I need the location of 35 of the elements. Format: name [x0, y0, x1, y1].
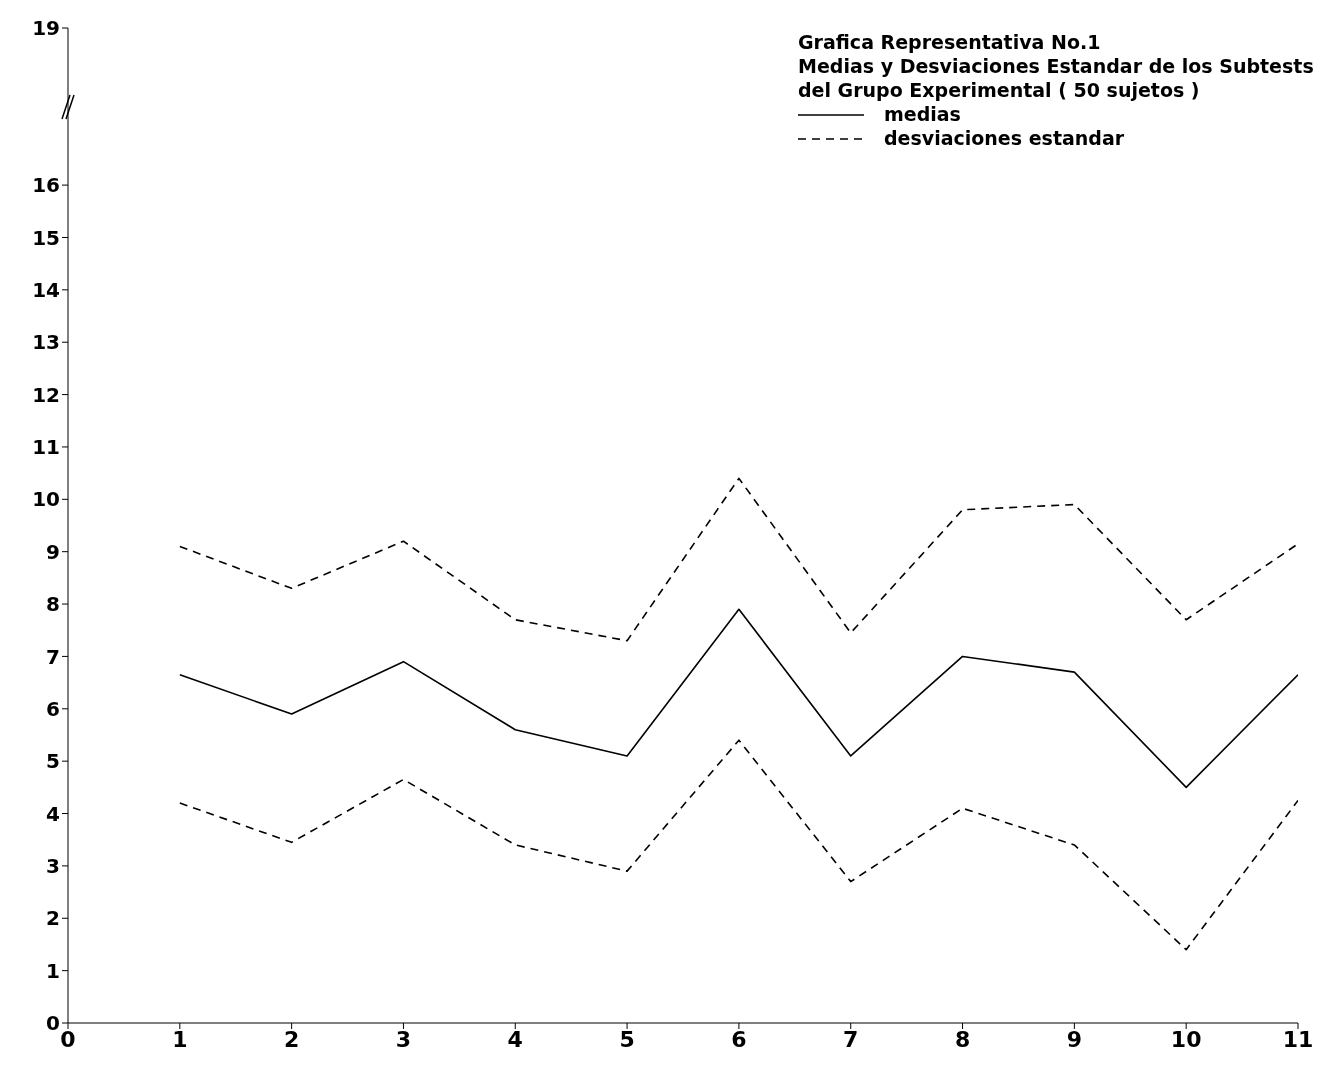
y-tick-label: 9	[46, 539, 60, 564]
chart-title: Grafica Representativa No.1	[798, 30, 1102, 54]
legend-label: medias	[884, 102, 961, 126]
legend-label: desviaciones estandar	[884, 126, 1125, 150]
y-tick-label: 14	[32, 277, 60, 302]
line-series	[179, 608, 1298, 789]
y-tick-label: 7	[46, 644, 60, 669]
x-tick-label: 4	[507, 1026, 523, 1052]
y-tick-label: 3	[46, 853, 60, 878]
x-tick-label: 9	[1066, 1026, 1083, 1052]
y-tick-label: 12	[32, 382, 60, 407]
y-tick-label: 4	[46, 801, 60, 826]
x-tick-label: 8	[954, 1026, 971, 1052]
y-tick-label: 19	[32, 16, 60, 41]
x-tick-label: 2	[283, 1026, 300, 1052]
line-series	[179, 477, 1298, 642]
x-tick-label: 11	[1282, 1026, 1314, 1052]
y-tick-label: 1	[46, 958, 60, 983]
x-tick-label: 5	[619, 1026, 635, 1052]
y-tick-label: 11	[32, 435, 60, 460]
y-tick-label: 15	[32, 225, 60, 250]
x-tick-label: 1	[172, 1026, 188, 1052]
y-tick-label: 5	[46, 749, 60, 774]
x-tick-label: 10	[1170, 1026, 1202, 1052]
x-tick-label: 7	[843, 1026, 859, 1052]
x-tick-label: 6	[731, 1026, 747, 1052]
line-series	[179, 739, 1298, 951]
y-tick-label: 10	[32, 487, 60, 512]
y-tick-label: 13	[32, 330, 60, 355]
x-tick-label: 3	[395, 1026, 412, 1052]
y-tick-label: 8	[46, 592, 60, 617]
y-tick-label: 6	[46, 696, 60, 721]
text: Medias y Desviaciones Estandar de los Subtests del Grupo Experimental ( 50 sujetos )	[798, 54, 1315, 102]
y-tick-label: 16	[32, 173, 60, 198]
y-tick-label: 2	[46, 906, 60, 931]
